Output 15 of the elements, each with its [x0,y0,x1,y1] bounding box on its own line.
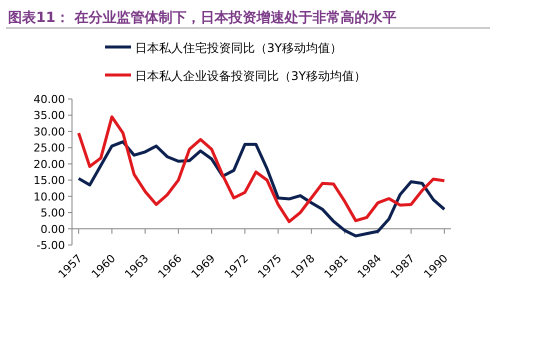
y-tick-label: 40.00 [34,93,65,106]
y-tick-label: 20.00 [34,158,65,171]
line-series [77,140,446,238]
line-series [77,115,446,224]
y-tick-label: 15.00 [34,174,65,188]
y-tick-label: 30.00 [34,125,65,138]
y-tick-label: 5.00 [40,206,65,220]
y-tick-label: 0.00 [40,222,65,236]
y-tick-label: 10.00 [34,190,65,204]
chart-title: 图表11： 在分业监管体制下，日本投资增速处于非常高的水平 [8,9,396,26]
y-tick-label: -5.00 [36,239,65,252]
legend-label: 日本私人住宅投资同比（3Y移动均值） [135,41,342,55]
y-tick-label: 25.00 [34,142,65,155]
legend-label: 日本私人企业设备投资同比（3Y移动均值） [135,69,366,83]
y-tick-label: 35.00 [34,109,65,122]
